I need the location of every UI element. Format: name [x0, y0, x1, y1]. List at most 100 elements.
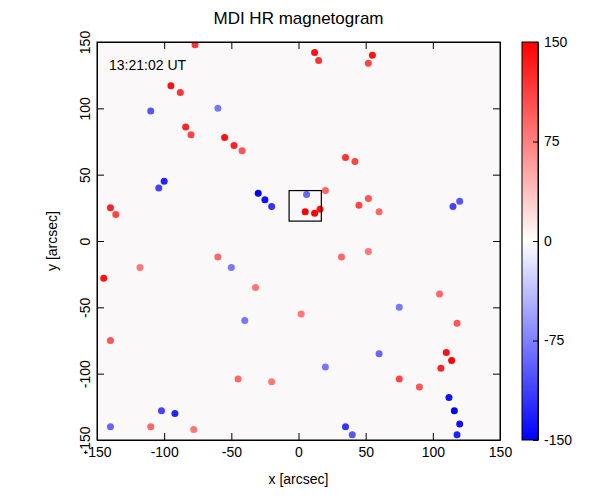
tick: 100	[422, 433, 446, 460]
magnetic-feature	[158, 407, 165, 414]
magnetic-feature	[311, 49, 318, 56]
magnetic-feature	[315, 57, 322, 64]
tick-label: 50	[77, 167, 93, 183]
magnetic-feature	[239, 147, 246, 154]
tick	[493, 175, 500, 176]
magnetic-feature	[342, 423, 349, 430]
magnetic-feature	[456, 198, 463, 205]
magnetic-feature	[268, 378, 275, 385]
tick-mark	[533, 142, 538, 143]
magnetic-feature	[147, 107, 154, 114]
tick-label: -50	[77, 298, 93, 318]
magnetic-feature	[261, 196, 268, 203]
plot-background	[97, 42, 500, 440]
tick	[231, 42, 232, 49]
tick-label: 0	[295, 444, 303, 460]
magnetic-feature	[376, 208, 383, 215]
tick	[493, 374, 500, 375]
tick-label: 50	[358, 444, 374, 460]
tick-mark	[493, 241, 500, 242]
magnetic-feature	[396, 304, 403, 311]
magnetic-feature	[342, 154, 349, 161]
magnetic-feature	[190, 426, 197, 433]
tick-mark	[533, 341, 538, 342]
magnetic-feature	[214, 105, 221, 112]
magnetic-feature	[451, 407, 458, 414]
magnetic-feature	[167, 82, 174, 89]
magnetic-feature	[182, 123, 189, 130]
magnetic-feature	[365, 60, 372, 67]
magnetic-feature	[177, 89, 184, 96]
magnetic-feature	[188, 131, 195, 138]
tick	[433, 42, 434, 49]
tick-mark	[97, 175, 104, 176]
tick-label: 150	[77, 31, 93, 55]
tick-mark	[533, 241, 538, 242]
tick-label: 100	[77, 97, 93, 121]
title: MDI HR magnetogram	[213, 9, 383, 28]
y-axis-title: y [arcsec]	[44, 211, 60, 271]
tick-mark	[533, 42, 538, 43]
tick-mark	[231, 42, 232, 49]
magnetic-feature	[161, 178, 168, 185]
annotation: 13:21:02 UT	[109, 57, 186, 73]
magnetic-feature	[351, 158, 358, 165]
tick-mark	[97, 241, 104, 242]
tick-label: 150	[544, 34, 568, 50]
tick-mark	[433, 433, 434, 440]
magnetic-feature	[445, 394, 452, 401]
magnetic-feature	[349, 431, 356, 438]
magnetic-feature	[298, 310, 305, 317]
magnetic-feature	[228, 264, 235, 271]
tick: -75	[533, 332, 564, 348]
magnetic-feature	[107, 423, 114, 430]
magnetic-feature	[136, 264, 143, 271]
magnetic-feature	[369, 52, 376, 59]
tick-mark	[493, 307, 500, 308]
tick-label: -100	[151, 444, 179, 460]
tick	[493, 241, 500, 242]
tick-mark	[493, 374, 500, 375]
magnetic-feature	[365, 248, 372, 255]
x-axis-top	[98, 42, 501, 49]
tick-label: -150	[544, 432, 572, 448]
tick: 0	[77, 237, 104, 245]
magnetic-feature	[171, 410, 178, 417]
magnetic-feature	[376, 350, 383, 357]
magnetic-feature	[255, 190, 262, 197]
magnetic-feature	[235, 375, 242, 382]
tick-mark	[493, 108, 500, 109]
tick-mark	[164, 433, 165, 440]
tick-mark	[433, 42, 434, 49]
chart-svg: -150-100-50050100150-150-100-50050100150…	[0, 0, 597, 500]
tick	[366, 42, 367, 49]
tick-label: 0	[77, 237, 93, 245]
colorbar	[522, 42, 538, 440]
magnetic-feature	[107, 337, 114, 344]
magnetic-feature	[449, 203, 456, 210]
tick: 75	[533, 133, 560, 149]
magnetic-feature	[231, 142, 238, 149]
magnetic-feature	[416, 383, 423, 390]
magnetic-feature	[355, 202, 362, 209]
magnetic-feature	[448, 357, 455, 364]
tick-label: 100	[422, 444, 446, 460]
tick-mark	[493, 175, 500, 176]
tick	[299, 42, 300, 49]
tick-label: 0	[544, 233, 552, 249]
tick: -100	[151, 433, 179, 460]
region-box	[289, 191, 321, 222]
tick-label: -150	[77, 426, 93, 454]
magnetic-feature	[322, 364, 329, 371]
magnetic-feature	[436, 291, 443, 298]
magnetic-feature	[322, 187, 329, 194]
tick: -50	[222, 433, 242, 460]
magnetic-feature	[112, 211, 119, 218]
axis-line	[538, 43, 539, 441]
tick-mark	[97, 108, 104, 109]
tick-mark	[231, 433, 232, 440]
magnetic-feature	[454, 320, 461, 327]
magnetic-feature	[338, 253, 345, 260]
marks	[100, 42, 463, 438]
magnetic-feature	[214, 253, 221, 260]
